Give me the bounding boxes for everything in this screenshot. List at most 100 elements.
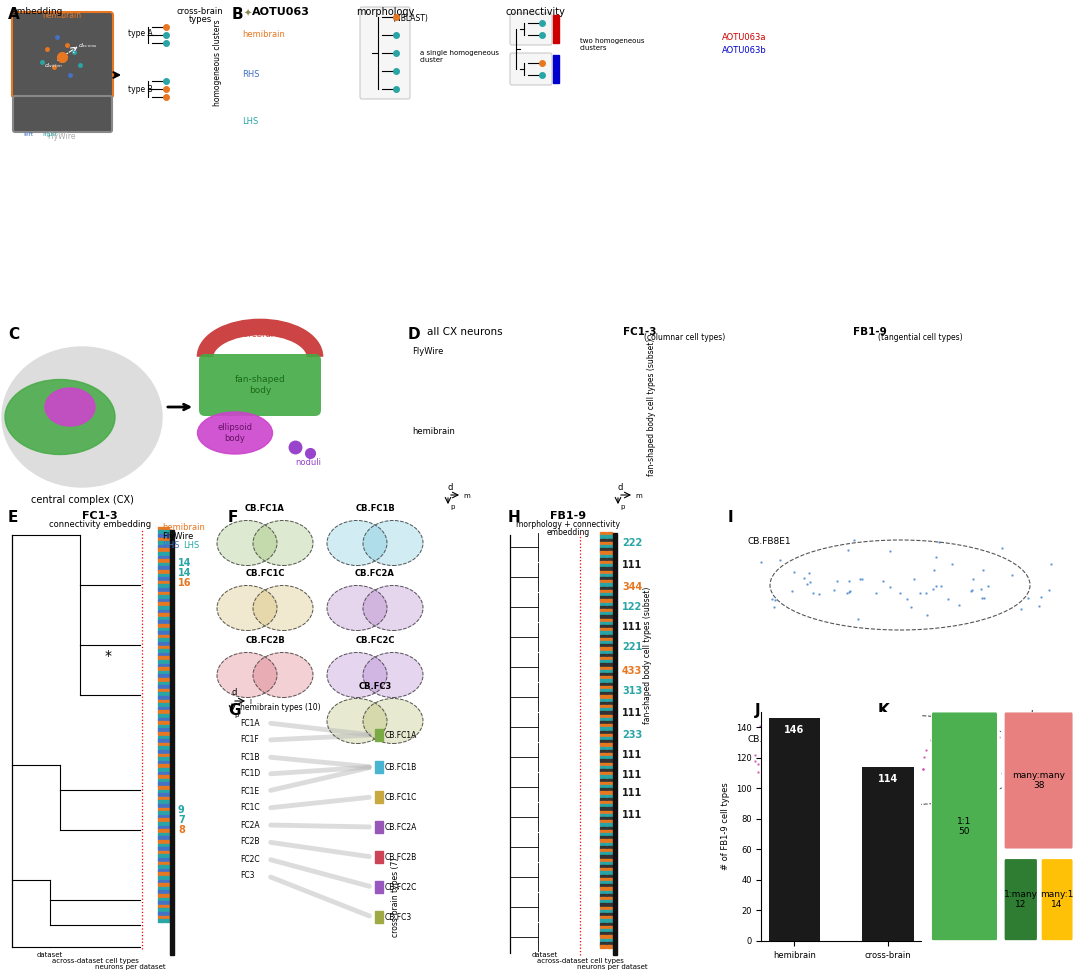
Text: FB1-9: FB1-9 [550,511,586,521]
Bar [600,935,606,938]
Bar [600,600,606,603]
Bar [600,922,606,925]
Text: (tangential cell types): (tangential cell types) [878,333,962,342]
Text: 233: 233 [622,730,643,740]
Bar [607,887,612,890]
Bar [600,618,606,621]
Bar [165,797,168,800]
Text: FlyWire: FlyWire [411,347,444,356]
Bar [600,734,606,736]
Bar [600,849,606,852]
Bar [607,760,612,762]
Text: l: l [249,699,251,705]
Bar [158,577,164,580]
Bar [600,644,606,647]
Bar [600,695,606,698]
Bar [165,909,168,912]
Bar [165,890,168,894]
Bar [158,613,164,616]
Bar [607,715,612,718]
Bar [607,590,612,593]
Bar [607,734,612,736]
Text: 344: 344 [622,582,643,592]
Bar [600,837,606,839]
Text: embedding: embedding [546,528,590,537]
Text: F: F [228,510,239,525]
Bar [607,810,612,813]
Bar [607,884,612,887]
Bar [158,560,164,563]
Bar [553,15,559,43]
Text: RHS: RHS [242,70,259,79]
Bar [165,606,168,609]
Bar [607,817,612,820]
Bar [600,737,606,740]
Bar [165,692,168,695]
Bar [165,843,168,847]
Bar [607,849,612,852]
Bar [607,612,612,615]
Bar [158,671,164,674]
Text: dataset: dataset [531,952,558,958]
Bar [607,673,612,676]
Bar [375,791,383,803]
Bar [600,692,606,695]
Bar [165,541,168,544]
Bar [607,865,612,868]
Bar [165,794,168,797]
Bar [158,750,164,754]
Bar [375,881,383,893]
Text: *: * [105,649,111,663]
Bar [607,839,612,842]
FancyBboxPatch shape [1003,858,1038,942]
Bar [158,639,164,642]
Text: cross-brain: cross-brain [177,7,224,16]
Bar [158,685,164,688]
Bar [600,715,606,718]
Bar [165,768,168,771]
Text: a single homogeneous
cluster: a single homogeneous cluster [420,51,499,63]
Bar [158,545,164,548]
Bar [607,609,612,611]
Bar [600,939,606,942]
Bar [607,682,612,685]
Bar [600,878,606,880]
Text: LHS: LHS [242,117,258,126]
Bar [375,729,383,741]
Text: p: p [1030,732,1035,738]
Text: 222: 222 [622,538,643,548]
Bar [158,797,164,800]
Bar [600,916,606,919]
Bar [607,605,612,608]
Text: type B: type B [129,86,152,95]
Ellipse shape [327,586,387,631]
Bar [165,700,168,703]
Bar [600,689,606,692]
Bar [165,811,168,814]
Bar [607,820,612,823]
Text: CB.FC1C: CB.FC1C [245,569,285,578]
Bar [165,588,168,591]
Bar [158,573,164,577]
Text: 111: 111 [622,810,643,820]
Text: types: types [188,15,212,24]
Text: 122: 122 [622,602,643,612]
Bar [158,556,164,559]
Text: B: B [232,7,244,22]
Bar [600,580,606,583]
Bar [165,707,168,710]
Bar [158,664,164,667]
Text: hemibrain:cross-brain type: hemibrain:cross-brain type [874,753,882,857]
Bar [607,663,612,666]
Bar [165,771,168,775]
Bar [607,785,612,788]
Bar [165,782,168,786]
Bar [607,676,612,679]
Text: morphology + connectivity: morphology + connectivity [516,520,620,529]
Text: dataset: dataset [37,952,63,958]
Bar [158,552,164,555]
Bar [165,685,168,688]
Bar [607,689,612,692]
Bar [600,814,606,817]
Bar [158,645,164,648]
